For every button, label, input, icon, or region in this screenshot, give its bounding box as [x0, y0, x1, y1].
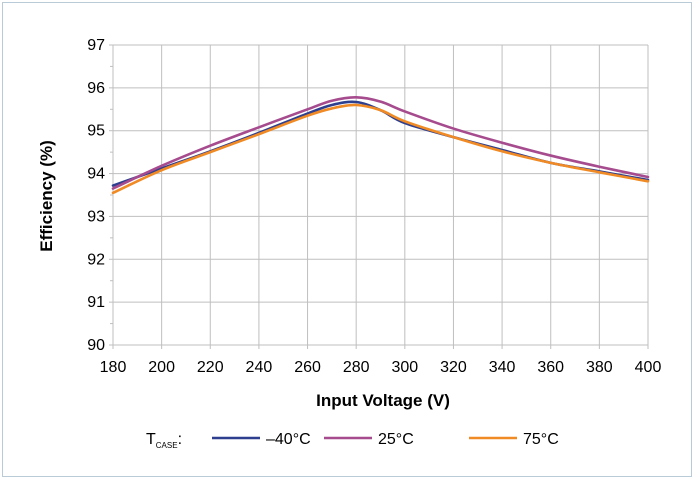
- y-ticks: 90 91 92 93 94 95 96 97: [87, 37, 105, 354]
- y-tick-label: 95: [87, 123, 105, 140]
- series-line-0: [111, 100, 650, 187]
- legend-label: –40°C: [266, 431, 311, 448]
- legend-prefix-sub: CASE: [156, 441, 178, 450]
- x-tick-label: 220: [197, 359, 224, 376]
- x-tick-label: 320: [440, 359, 467, 376]
- y-tick-label: 90: [87, 337, 105, 354]
- x-tick-label: 200: [148, 359, 175, 376]
- series-line-2: [111, 103, 650, 195]
- legend-items: –40°C 25°C 75°C: [212, 431, 559, 448]
- x-tick-label: 260: [294, 359, 321, 376]
- x-tick-label: 280: [343, 359, 370, 376]
- x-ticks: 180 200 220 240 260 280 300 320 340 360 380 400: [100, 359, 662, 376]
- chart-frame: [2, 2, 692, 477]
- y-tick-label: 91: [87, 294, 105, 311]
- y-tick-label: 93: [87, 208, 105, 225]
- legend-label: 25°C: [378, 431, 414, 448]
- grid: [109, 44, 649, 349]
- y-axis-label: Efficiency (%): [37, 140, 56, 251]
- y-tick-label: 96: [87, 80, 105, 97]
- x-axis-label: Input Voltage (V): [316, 391, 450, 410]
- x-tick-label: 380: [586, 359, 613, 376]
- x-tick-label: 240: [246, 359, 273, 376]
- legend-prefix: TCASE:: [146, 431, 182, 450]
- legend-prefix-suffix: :: [178, 431, 182, 448]
- series-line-1: [111, 95, 650, 190]
- x-tick-label: 180: [100, 359, 127, 376]
- legend: TCASE: –40°C 25°C 75°C: [146, 431, 559, 450]
- x-tick-label: 360: [537, 359, 564, 376]
- legend-prefix-main: T: [146, 431, 156, 448]
- legend-label: 75°C: [523, 431, 559, 448]
- y-tick-label: 97: [87, 37, 105, 54]
- x-tick-label: 300: [391, 359, 418, 376]
- x-tick-label: 340: [489, 359, 516, 376]
- y-tick-label: 92: [87, 251, 105, 268]
- series-lines: [111, 95, 650, 195]
- y-tick-label: 94: [87, 166, 105, 183]
- x-tick-label: 400: [635, 359, 662, 376]
